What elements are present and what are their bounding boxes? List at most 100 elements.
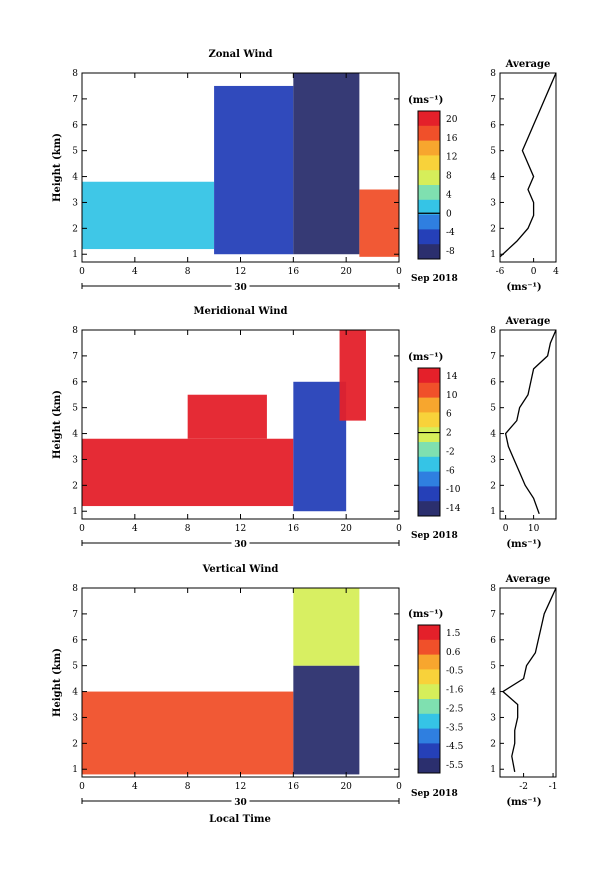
colorbar-swatch bbox=[418, 471, 440, 487]
average-x-tick-label: -6 bbox=[496, 267, 505, 277]
y-tick-label: 6 bbox=[72, 378, 78, 388]
average-y-tick-label: 4 bbox=[490, 688, 496, 698]
average-y-tick-label: 3 bbox=[490, 713, 496, 723]
x-tick-label: 8 bbox=[185, 782, 191, 792]
colorbar-tick-label: 10 bbox=[446, 391, 458, 401]
average-x-tick-label: 0 bbox=[531, 267, 537, 277]
x-axis-label: Local Time bbox=[209, 814, 271, 825]
colorbar-frame bbox=[417, 624, 441, 774]
date-month: Sep 2018 bbox=[411, 789, 458, 799]
panel-title: Vertical Wind bbox=[202, 564, 279, 575]
y-tick-label: 7 bbox=[72, 95, 78, 105]
heatmap-region bbox=[293, 665, 360, 775]
average-y-tick-label: 1 bbox=[490, 765, 496, 775]
colorbar-tick-label: 14 bbox=[446, 372, 458, 382]
average-y-tick-label: 4 bbox=[490, 430, 496, 440]
colorbar-tick-label: 12 bbox=[446, 153, 457, 163]
colorbar-swatch bbox=[418, 501, 440, 517]
y-tick-label: 5 bbox=[72, 404, 78, 414]
colorbar-tick-label: -4 bbox=[446, 228, 455, 238]
colorbar-swatch bbox=[418, 639, 440, 656]
x-tick-label: 16 bbox=[288, 267, 300, 277]
average-y-tick-label: 1 bbox=[490, 250, 496, 260]
date-bar-gap bbox=[231, 797, 250, 805]
x-tick-label: 4 bbox=[132, 524, 138, 534]
date-day: 30 bbox=[234, 283, 247, 293]
colorbar-swatch bbox=[418, 214, 440, 230]
x-tick-label: 20 bbox=[340, 524, 352, 534]
colorbar-tick-label: -3.5 bbox=[446, 723, 464, 733]
average-y-tick-label: 6 bbox=[490, 121, 496, 131]
y-tick-label: 8 bbox=[72, 584, 78, 594]
average-unit: (ms⁻¹) bbox=[506, 797, 541, 808]
x-tick-label: 4 bbox=[132, 267, 138, 277]
y-tick-label: 1 bbox=[72, 250, 78, 260]
colorbar-swatch bbox=[418, 427, 440, 443]
colorbar-swatch bbox=[418, 382, 440, 399]
y-tick-label: 1 bbox=[72, 507, 78, 517]
average-y-tick-label: 7 bbox=[490, 610, 496, 620]
y-tick-label: 6 bbox=[72, 636, 78, 646]
y-tick-label: 3 bbox=[72, 198, 78, 208]
colorbar-swatch bbox=[418, 397, 440, 413]
colorbar: (ms⁻¹)1.5 0.6 -0.5 -1.6 -2.5 -3.5 -4.5 -5.5 bbox=[408, 609, 464, 774]
colorbar-tick-label: 4 bbox=[446, 190, 452, 200]
y-tick-label: 7 bbox=[72, 352, 78, 362]
colorbar-frame bbox=[417, 110, 441, 260]
y-tick-label: 7 bbox=[72, 610, 78, 620]
heatmap-region bbox=[293, 73, 360, 255]
average-x-tick-label: 10 bbox=[528, 524, 540, 534]
colorbar-swatch bbox=[418, 728, 440, 744]
average-y-tick-label: 8 bbox=[490, 326, 496, 336]
average-y-tick-label: 1 bbox=[490, 507, 496, 517]
colorbar-swatch bbox=[418, 625, 440, 641]
colorbar-swatch bbox=[418, 456, 440, 473]
y-tick-label: 2 bbox=[72, 481, 78, 491]
colorbar-frame bbox=[417, 367, 441, 517]
x-tick-label: 8 bbox=[185, 524, 191, 534]
average-y-tick-label: 5 bbox=[490, 404, 496, 414]
colorbar-tick-label: 0.6 bbox=[446, 648, 461, 658]
colorbar-swatch bbox=[418, 758, 440, 774]
x-tick-label: 12 bbox=[235, 267, 246, 277]
colorbar-tick-label: -8 bbox=[446, 247, 455, 257]
date-day: 30 bbox=[234, 540, 247, 550]
x-tick-label: 20 bbox=[340, 267, 352, 277]
panel-title: Meridional Wind bbox=[193, 306, 287, 317]
y-axis-label: Height (km) bbox=[52, 648, 63, 717]
colorbar-swatch bbox=[418, 199, 440, 216]
average-y-tick-label: 7 bbox=[490, 352, 496, 362]
colorbar-tick-label: -5.5 bbox=[446, 761, 464, 771]
average-title: Average bbox=[505, 574, 551, 585]
colorbar-tick-label: -14 bbox=[446, 504, 461, 514]
average-title: Average bbox=[505, 316, 551, 327]
date-bar-gap bbox=[231, 282, 250, 290]
colorbar-tick-label: 0 bbox=[446, 209, 452, 219]
x-tick-label: 20 bbox=[340, 782, 352, 792]
colorbar-tick-label: -6 bbox=[446, 466, 455, 476]
y-tick-label: 3 bbox=[72, 455, 78, 465]
colorbar-swatch bbox=[418, 486, 440, 502]
average-y-tick-label: 6 bbox=[490, 378, 496, 388]
average-line bbox=[499, 72, 557, 258]
average-y-tick-label: 8 bbox=[490, 584, 496, 594]
x-tick-label: 0 bbox=[79, 782, 85, 792]
x-tick-label: 4 bbox=[132, 782, 138, 792]
colorbar-swatch bbox=[418, 654, 440, 670]
colorbar: (ms⁻¹)20 16 12 8 4 0 -4 -8 bbox=[408, 95, 458, 260]
y-tick-label: 6 bbox=[72, 121, 78, 131]
x-tick-label: 16 bbox=[288, 782, 300, 792]
average-y-tick-label: 2 bbox=[490, 224, 496, 234]
heatmap-region bbox=[82, 438, 294, 507]
heatmap-region bbox=[293, 381, 347, 512]
colorbar-unit: (ms⁻¹) bbox=[408, 609, 443, 620]
colorbar-swatch bbox=[418, 412, 440, 428]
y-axis-label: Height (km) bbox=[52, 133, 63, 202]
colorbar-swatch bbox=[418, 442, 440, 458]
heatmap-region bbox=[359, 189, 399, 257]
average-unit: (ms⁻¹) bbox=[506, 282, 541, 293]
colorbar-tick-label: -4.5 bbox=[446, 742, 464, 752]
average-x-tick-label: -1 bbox=[549, 782, 558, 792]
